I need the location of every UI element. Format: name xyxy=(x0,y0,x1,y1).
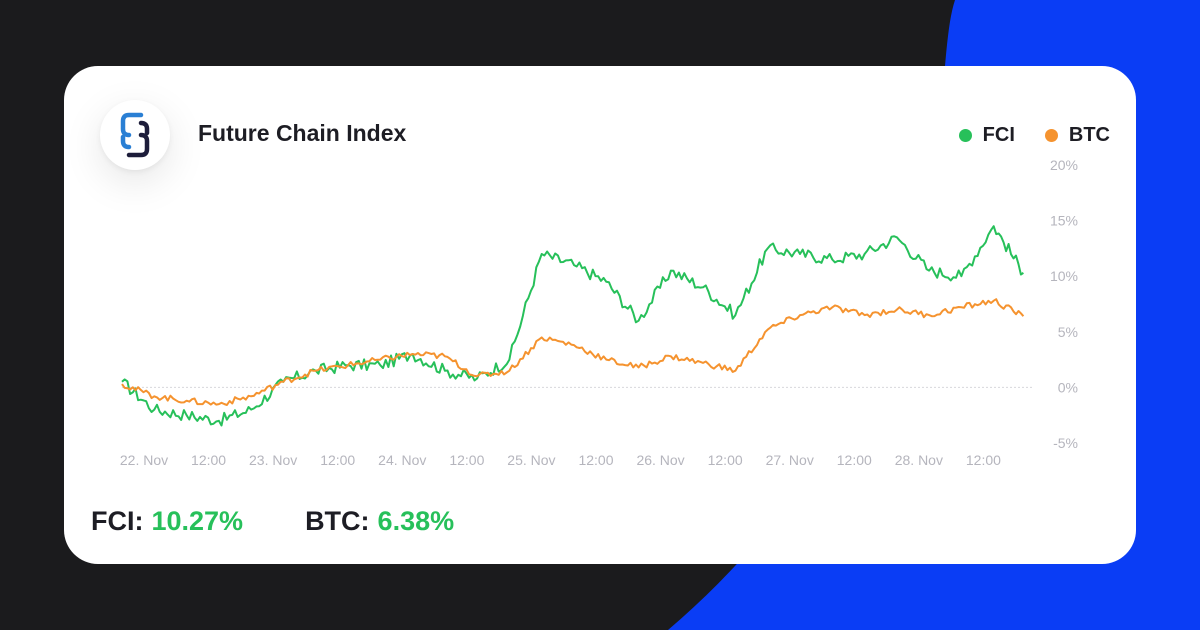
y-tick-label: 15% xyxy=(1050,213,1078,229)
series-line-fci xyxy=(121,225,1024,427)
x-tick-label: 12:00 xyxy=(578,452,613,468)
x-tick-label: 12:00 xyxy=(449,452,484,468)
x-tick-label: 12:00 xyxy=(966,452,1001,468)
stat-btc-value: 6.38% xyxy=(377,506,455,536)
legend-label-fci: FCI xyxy=(982,124,1015,146)
x-tick-label: 25. Nov xyxy=(507,452,555,468)
performance-summary: FCI: 10.27% BTC: 6.38% xyxy=(91,506,516,537)
stat-fci-value: 10.27% xyxy=(151,506,244,536)
legend-dot-fci xyxy=(958,129,972,142)
legend-label-btc: BTC xyxy=(1068,124,1110,146)
x-tick-label: 28. Nov xyxy=(895,452,943,468)
y-tick-label: 5% xyxy=(1058,324,1078,340)
chain-link-icon xyxy=(120,112,150,158)
page-title: Future Chain Index xyxy=(198,120,407,146)
legend-dot-btc xyxy=(1044,129,1058,142)
logo xyxy=(100,100,170,170)
x-tick-label: 12:00 xyxy=(191,452,226,468)
y-tick-label: 10% xyxy=(1050,268,1078,284)
legend-item-btc[interactable]: BTC xyxy=(1044,124,1110,147)
x-tick-label: 12:00 xyxy=(320,452,355,468)
x-tick-label: 26. Nov xyxy=(636,452,684,468)
y-tick-label: 20% xyxy=(1050,157,1078,173)
chart-card: Future Chain Index FCI BTC -5% 0% 5% 10% 15%… xyxy=(64,66,1136,564)
y-tick-label: -5% xyxy=(1053,435,1078,451)
legend-item-fci[interactable]: FCI xyxy=(958,124,1015,147)
stat-btc-label: BTC: xyxy=(305,506,370,536)
x-tick-label: 24. Nov xyxy=(378,452,426,468)
x-tick-label: 23. Nov xyxy=(249,452,297,468)
line-chart: -5% 0% 5% 10% 15% 20% 22. Nov 12:00 23. Nov 12:00… xyxy=(120,157,1078,468)
chart-legend: FCI BTC xyxy=(929,124,1110,147)
x-tick-label: 12:00 xyxy=(708,452,743,468)
stat-btc: BTC: 6.38% xyxy=(305,506,454,537)
y-tick-label: 0% xyxy=(1058,379,1078,395)
x-tick-label: 22. Nov xyxy=(120,452,168,468)
x-tick-label: 12:00 xyxy=(837,452,872,468)
stat-fci-label: FCI: xyxy=(91,506,144,536)
x-tick-label: 27. Nov xyxy=(766,452,814,468)
series-line-btc xyxy=(121,298,1025,406)
stat-fci: FCI: 10.27% xyxy=(91,506,243,537)
